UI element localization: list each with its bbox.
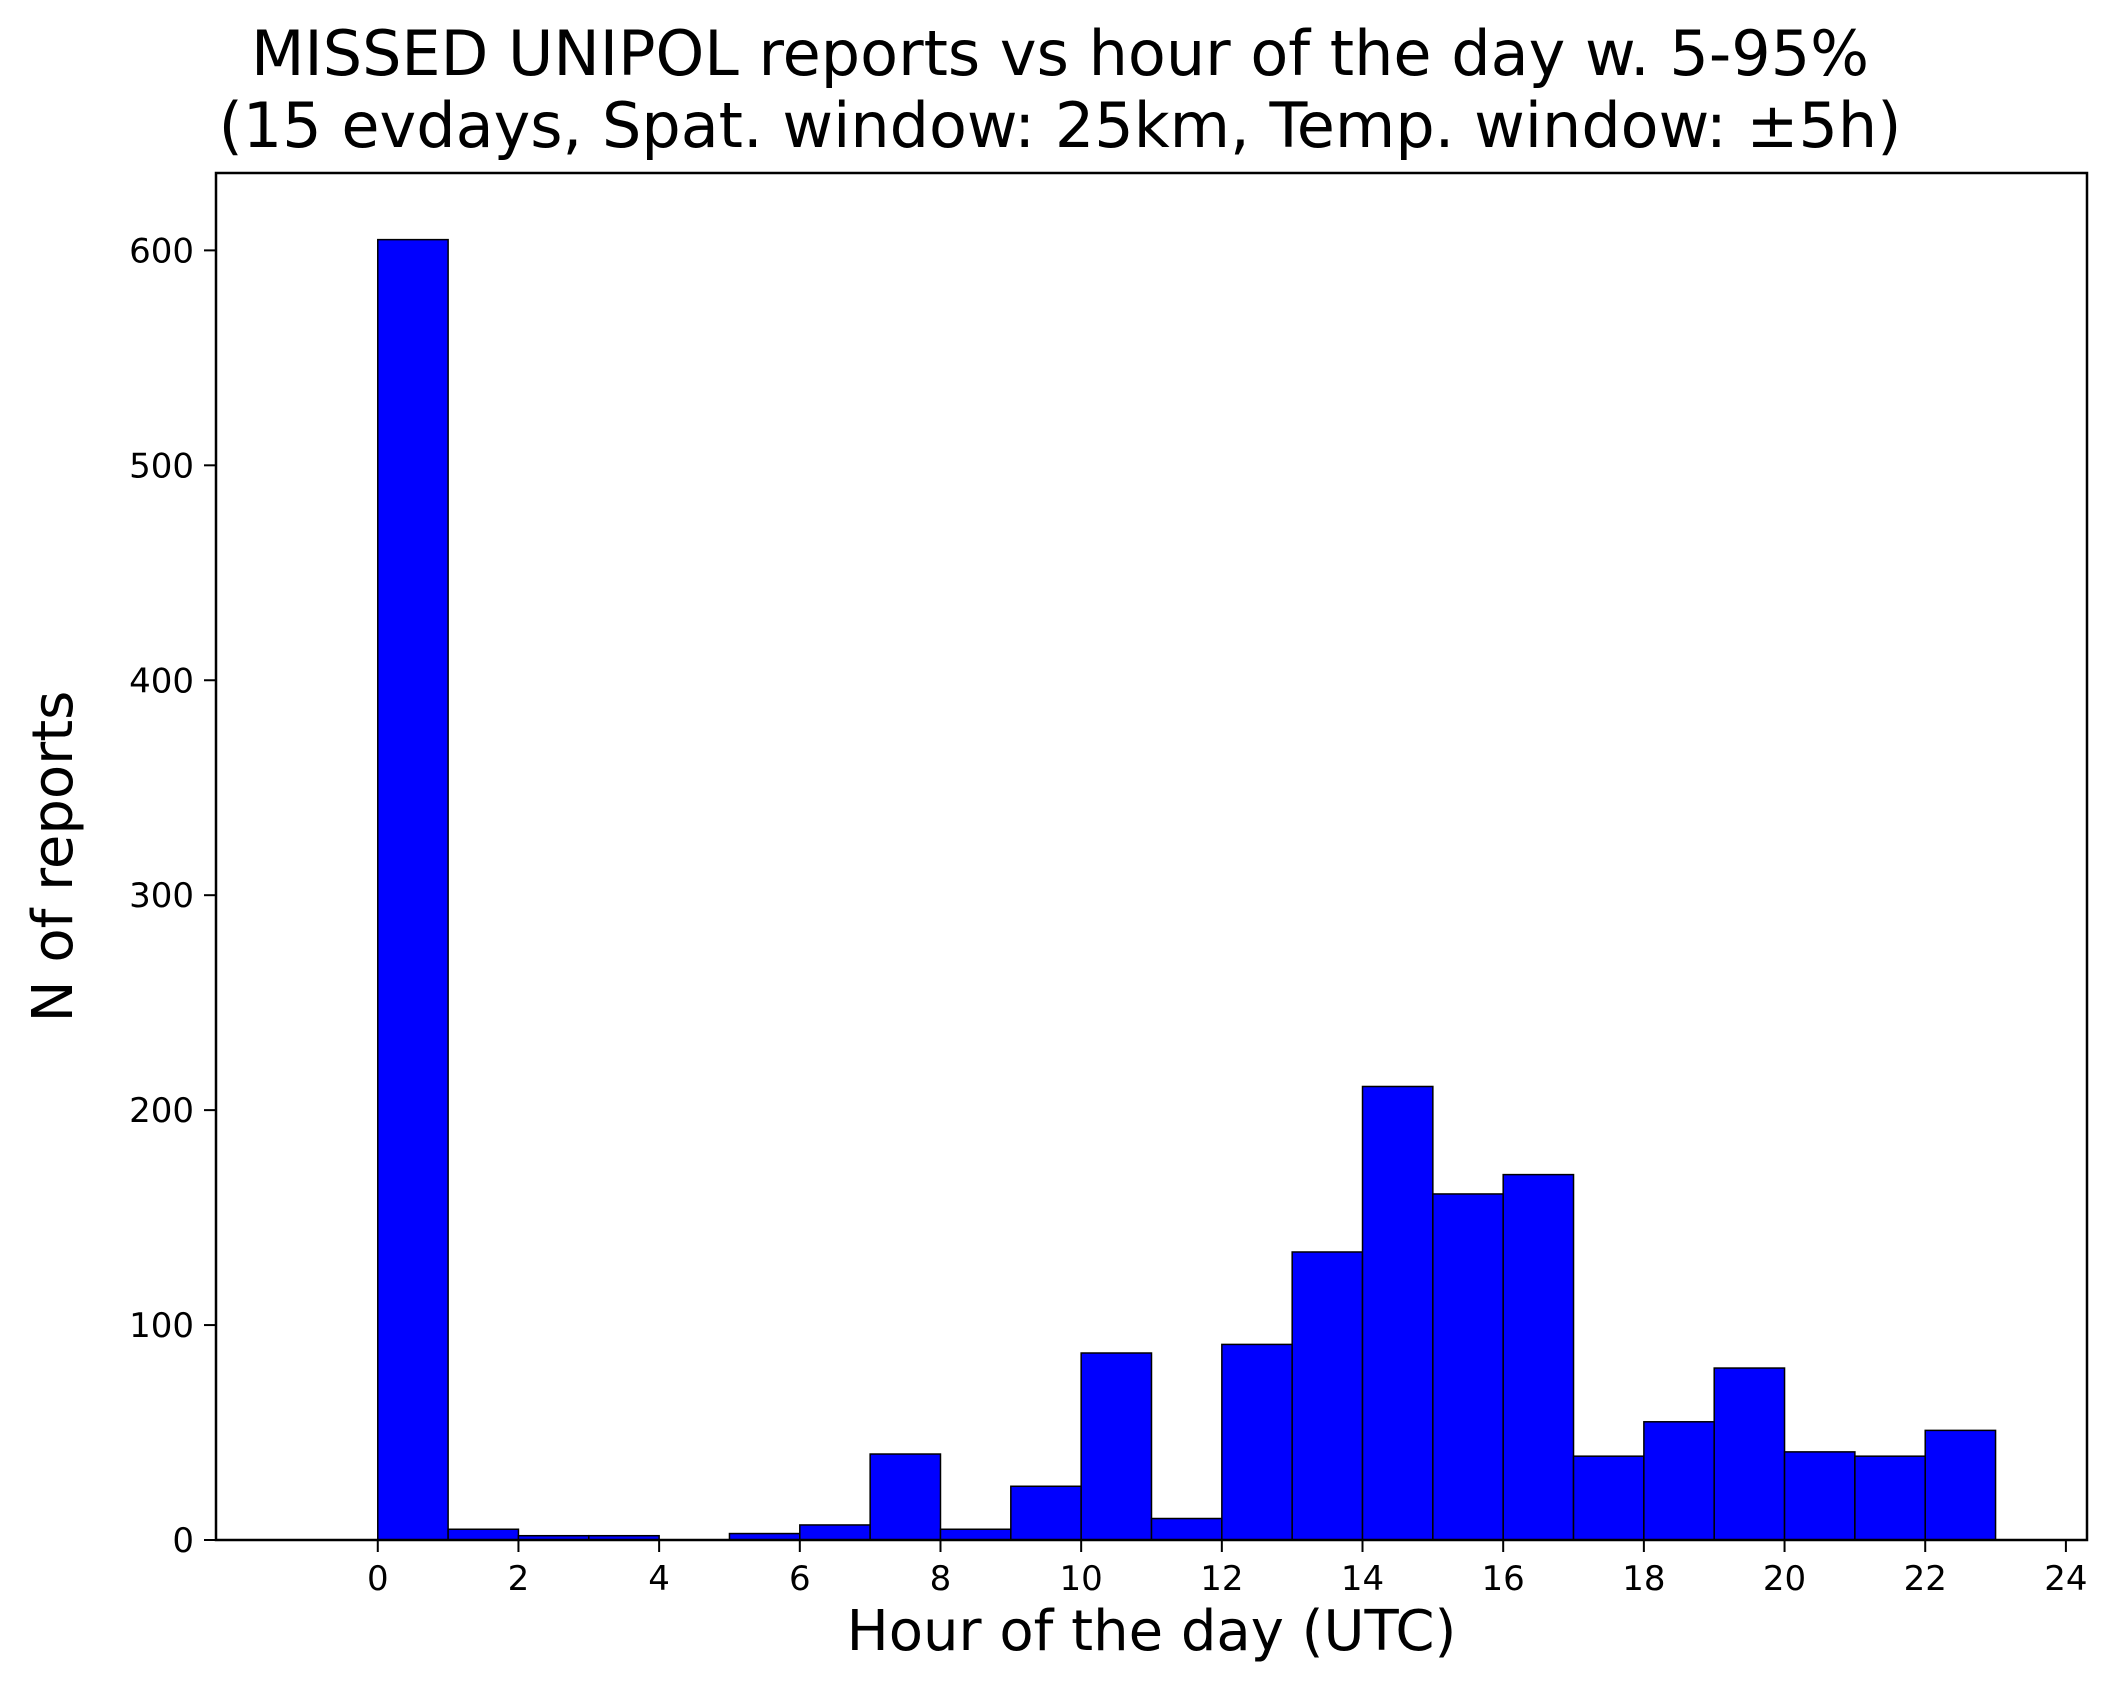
- bar-hour-22: [1924, 1429, 1997, 1541]
- chart-title-line2: (15 evdays, Spat. window: 25km, Temp. wi…: [218, 89, 1902, 162]
- x-tick-label: 16: [1482, 1559, 1525, 1599]
- y-tick-label: 200: [129, 1091, 194, 1131]
- bar-hour-12: [1221, 1343, 1293, 1541]
- y-tick-label: 100: [129, 1306, 194, 1346]
- bar-hour-21: [1854, 1455, 1926, 1541]
- bar-hour-14: [1361, 1085, 1434, 1541]
- x-tick-label: 4: [648, 1559, 670, 1599]
- y-axis-label: N of reports: [21, 691, 86, 1023]
- x-axis-label: Hour of the day (UTC): [847, 1599, 1457, 1664]
- bars-group: [377, 238, 1997, 1541]
- x-tick-label: 0: [367, 1559, 389, 1599]
- y-tick-label: 600: [129, 231, 194, 271]
- bar-hour-18: [1643, 1421, 1715, 1541]
- plot-frame: [214, 171, 2089, 1542]
- bar-hour-10: [1080, 1352, 1153, 1541]
- bar-hour-7: [869, 1453, 942, 1541]
- y-tick-label: 500: [129, 446, 194, 486]
- bar-hour-6: [799, 1524, 871, 1541]
- bar-hour-11: [1150, 1517, 1223, 1541]
- bar-hour-16: [1502, 1173, 1575, 1541]
- bar-hour-8: [939, 1528, 1012, 1541]
- x-tick-label: 2: [508, 1559, 530, 1599]
- y-axis-ticks: 0 100 200 300 400 500 600: [129, 231, 216, 1561]
- x-tick-label: 24: [2044, 1559, 2087, 1599]
- bar-hour-20: [1783, 1451, 1856, 1541]
- x-tick-label: 12: [1200, 1559, 1243, 1599]
- x-tick-label: 6: [789, 1559, 811, 1599]
- y-tick-label: 400: [129, 661, 194, 701]
- bar-hour-15: [1432, 1193, 1504, 1541]
- x-axis-ticks: 0 2 4 6 8 10 12 14 16 18 20 22 24: [367, 1540, 2088, 1599]
- bar-hour-0: [377, 238, 449, 1541]
- x-tick-label: 18: [1622, 1559, 1665, 1599]
- bar-hour-17: [1572, 1455, 1645, 1541]
- x-tick-label: 14: [1341, 1559, 1384, 1599]
- x-tick-label: 10: [1060, 1559, 1103, 1599]
- bar-hour-13: [1291, 1251, 1364, 1541]
- x-tick-label: 8: [930, 1559, 952, 1599]
- chart-title-line1: MISSED UNIPOL reports vs hour of the day…: [250, 17, 1870, 90]
- bar-hour-1: [447, 1528, 520, 1541]
- chart-title: MISSED UNIPOL reports vs hour of the day…: [0, 18, 2120, 162]
- bar-hour-9: [1010, 1485, 1082, 1541]
- x-tick-label: 20: [1763, 1559, 1806, 1599]
- y-tick-label: 0: [172, 1521, 194, 1561]
- bar-hour-19: [1713, 1367, 1786, 1541]
- y-tick-label: 300: [129, 876, 194, 916]
- x-tick-label: 22: [1904, 1559, 1947, 1599]
